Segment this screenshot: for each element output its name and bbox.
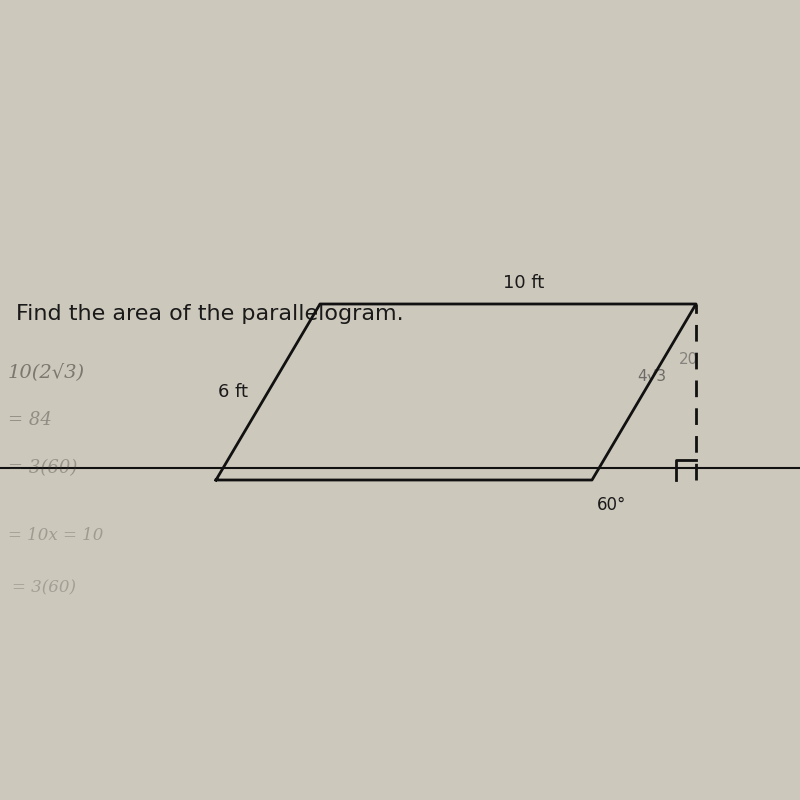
Text: = 10x = 10: = 10x = 10 <box>8 527 103 545</box>
Text: 4√3: 4√3 <box>638 369 666 383</box>
Text: = 3(60): = 3(60) <box>12 579 76 597</box>
Text: 20: 20 <box>678 353 698 367</box>
Text: = 3(60): = 3(60) <box>8 459 78 477</box>
Text: 6 ft: 6 ft <box>218 383 248 401</box>
Text: = 84: = 84 <box>8 411 52 429</box>
Text: 10 ft: 10 ft <box>503 274 545 292</box>
Text: 60°: 60° <box>598 496 626 514</box>
Text: Find the area of the parallelogram.: Find the area of the parallelogram. <box>16 304 404 324</box>
Text: 10(2√3): 10(2√3) <box>8 363 85 381</box>
